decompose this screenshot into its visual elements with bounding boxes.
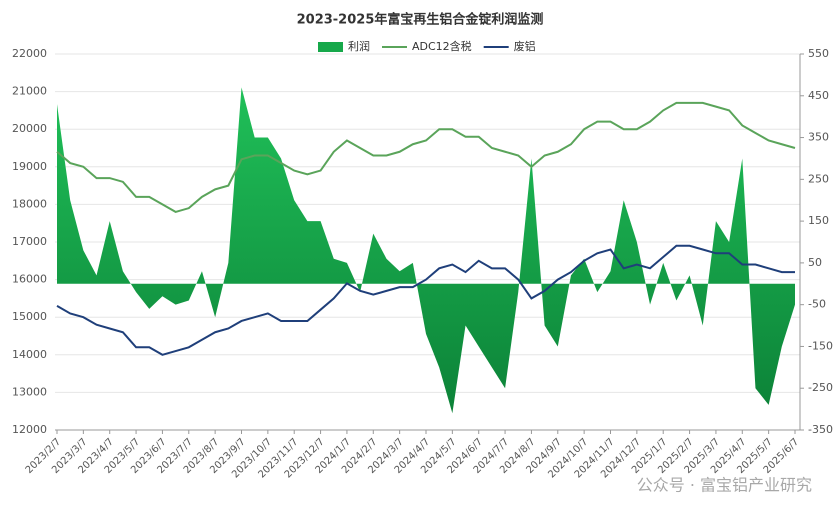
- y2-tick-label: 250: [808, 172, 829, 185]
- y2-tick-label: 450: [808, 89, 829, 102]
- y-tick-label: 22000: [12, 47, 47, 60]
- y2-tick-label: -50: [808, 298, 826, 311]
- chart-title: 2023-2025年富宝再生铝合金锭利润监测: [297, 12, 544, 28]
- y-tick-label: 21000: [12, 85, 47, 98]
- series-line: [56, 101, 796, 213]
- y2-tick-label: 550: [808, 47, 829, 60]
- y-tick-label: 17000: [12, 235, 47, 248]
- y-tick-label: 15000: [12, 310, 47, 323]
- series-line: [56, 244, 795, 356]
- legend-swatch: [318, 42, 343, 52]
- y-tick-label: 12000: [12, 423, 47, 436]
- y2-tick-label: -150: [808, 339, 833, 352]
- y2-tick-label: 350: [808, 131, 829, 144]
- y-tick-label: 13000: [12, 385, 47, 398]
- profit-area: [57, 87, 795, 414]
- watermark: 公众号 · 富宝铝产业研究: [637, 476, 812, 495]
- y2-tick-label: 50: [808, 256, 822, 269]
- y-tick-label: 18000: [12, 197, 47, 210]
- y-tick-label: 19000: [12, 160, 47, 173]
- y2-tick-label: 150: [808, 214, 829, 227]
- y2-tick-label: -350: [808, 423, 833, 436]
- y-tick-label: 14000: [12, 348, 47, 361]
- y-tick-label: 16000: [12, 273, 47, 286]
- legend-label: 利润: [348, 39, 370, 53]
- y2-tick-label: -250: [808, 381, 833, 394]
- legend-label: ADC12含税: [412, 39, 472, 53]
- y-tick-label: 20000: [12, 122, 47, 135]
- legend-label: 废铝: [514, 39, 536, 53]
